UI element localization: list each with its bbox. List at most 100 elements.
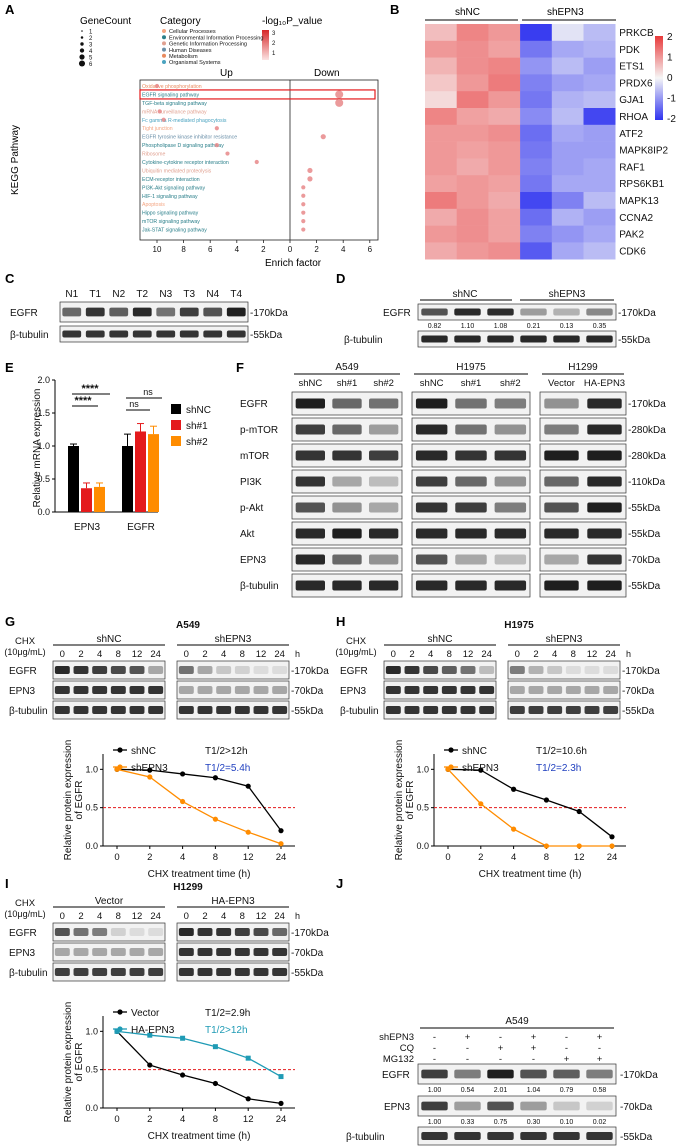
chx-row-label: β-tubulin	[9, 968, 48, 979]
blot-band	[216, 706, 232, 714]
blot-band	[565, 686, 581, 694]
blot-band	[455, 398, 487, 409]
chx-series-line	[447, 768, 612, 847]
heatmap-cell	[488, 141, 521, 159]
heatmap-cell	[425, 158, 457, 176]
heatmap-cell	[520, 57, 553, 75]
heatmap-cell	[551, 108, 584, 126]
chx-x-tick-label: 4	[180, 1114, 185, 1125]
heatmap-gene-label: ATF2	[619, 129, 643, 140]
blot-band	[509, 686, 525, 694]
chx-time-label: 4	[97, 649, 102, 660]
blot-band	[234, 666, 250, 674]
f-kda-label: -70kDa	[628, 555, 661, 566]
chx-x-tick-label: 4	[180, 852, 185, 863]
blot-band	[587, 424, 622, 435]
blot-band	[547, 706, 563, 714]
blot-membrane	[176, 660, 290, 680]
chx-kda-label: -170kDa	[291, 666, 329, 677]
blot-band	[494, 424, 527, 435]
panel-label-f: F	[236, 360, 244, 375]
blot-band	[332, 580, 362, 591]
chx-panel-title: A549	[176, 620, 200, 631]
blot-band	[586, 1069, 613, 1079]
chx-row-label: EPN3	[9, 686, 36, 697]
blot-band	[454, 1132, 481, 1140]
kegg-down-label: Down	[314, 68, 340, 79]
chx-y-tick-label: 0.0	[85, 841, 98, 851]
blot-band	[332, 528, 362, 539]
pvalue-colorbar	[262, 30, 269, 60]
chx-legend-marker	[117, 1026, 123, 1032]
chx-series-point	[510, 826, 517, 832]
heatmap-cell	[488, 208, 521, 226]
heatmap-cell	[583, 225, 616, 243]
blot-band	[587, 528, 622, 539]
heatmap-cell	[425, 242, 457, 260]
blot-band	[520, 335, 547, 343]
j-quant: 0.75	[494, 1119, 508, 1126]
blot-band	[421, 1069, 448, 1079]
chx-time-label: 8	[240, 649, 245, 660]
blot-band	[479, 706, 495, 714]
chx-series-point	[147, 767, 153, 773]
j-row-label: EGFR	[382, 1070, 410, 1081]
chx-group-label: shEPN3	[215, 634, 252, 645]
blot-band	[603, 706, 619, 714]
heatmap-gene-label: RAF1	[619, 162, 645, 173]
chx-conc-label: (10μg/mL)	[4, 909, 45, 919]
heatmap-cell	[583, 192, 616, 210]
chx-row-label: EPN3	[9, 948, 36, 959]
kegg-pathway-label: Phospholipase D signaling pathway	[142, 143, 224, 149]
heatmap-cell	[425, 225, 457, 243]
blot-band	[454, 1069, 481, 1079]
blot-membrane	[176, 700, 290, 720]
blot-band	[197, 928, 213, 936]
panel-e-bar-chart: 0.0 0.5 1.0 1.5 2.0 Relative mRNA expression E…	[32, 375, 211, 533]
lane-label: T4	[230, 289, 242, 300]
blot-band	[423, 666, 439, 674]
chx-series-point	[278, 1100, 284, 1106]
chx-y-tick-label: 0.0	[85, 1103, 98, 1113]
chx-series-point	[212, 816, 218, 822]
j-sign: +	[531, 1043, 537, 1054]
blot-band	[253, 706, 269, 714]
kegg-pathway-dot	[307, 176, 313, 182]
blot-band	[587, 450, 622, 461]
genecount-legend-label: 6	[89, 62, 93, 68]
blot-band	[423, 686, 439, 694]
blot-membrane	[539, 495, 627, 520]
f-lane-label: HA-EPN3	[584, 378, 625, 389]
e-bar	[122, 446, 133, 512]
chx-x-tick-label: 12	[243, 1114, 254, 1125]
blot-band	[272, 968, 288, 976]
heatmap-cell	[520, 175, 553, 193]
chx-group-label: shEPN3	[546, 634, 583, 645]
blot-band	[415, 502, 448, 513]
kegg-x-tick-label: 10	[153, 245, 162, 254]
f-kda-label: -170kDa	[628, 399, 666, 410]
row-label: EGFR	[383, 308, 411, 319]
blot-band	[565, 706, 581, 714]
blot-band	[421, 308, 448, 316]
chx-kda-label: -70kDa	[291, 686, 324, 697]
chx-series-line	[116, 1030, 282, 1078]
heatmap-cell	[488, 40, 521, 58]
blot-membrane	[52, 962, 166, 982]
j-kda-label: -70kDa	[620, 1102, 653, 1113]
blot-band	[129, 968, 145, 976]
heatmap-cell	[456, 57, 489, 75]
chx-ylabel: of EGFR	[74, 781, 85, 820]
chx-time-label: 4	[428, 649, 433, 660]
blot-band	[110, 686, 126, 694]
blot-band	[455, 528, 487, 539]
chx-legend-marker	[117, 1009, 123, 1015]
heatmap-cell	[583, 175, 616, 193]
j-sign: +	[498, 1043, 504, 1054]
blot-band	[441, 706, 457, 714]
blot-band	[584, 666, 600, 674]
blot-band	[603, 666, 619, 674]
heatmap-cell	[425, 24, 457, 42]
blot-band	[544, 450, 579, 461]
